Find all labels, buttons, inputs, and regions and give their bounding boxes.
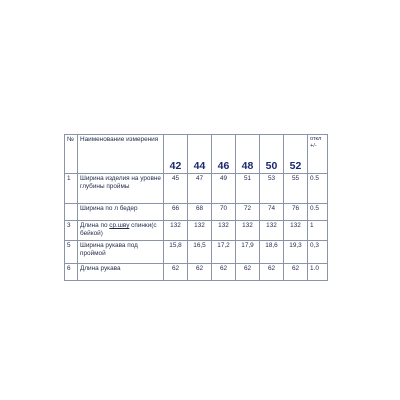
row-tolerance: 0.5 (307, 173, 328, 204)
size-table: № Наименование измерения 42 44 46 48 50 … (64, 134, 328, 281)
size-header: 42 (163, 134, 188, 174)
row-value: 45 (163, 173, 188, 204)
row-value: 16,5 (187, 240, 212, 264)
row-name: Длина по ср.шву спинки(с бейкой) (77, 220, 164, 241)
row-value: 49 (211, 173, 236, 204)
size-header: 48 (235, 134, 260, 174)
row-value: 74 (259, 203, 284, 221)
header-no: № (64, 134, 78, 174)
row-value: 132 (259, 220, 284, 241)
row-value: 132 (283, 220, 308, 241)
row-tolerance: 0,3 (307, 240, 328, 264)
row-no: 3 (64, 220, 78, 241)
table-row: 5 Ширина рукава под проймой 15,8 16,5 17… (64, 240, 328, 264)
row-tolerance: 0.5 (307, 203, 328, 221)
row-name: Ширина рукава под проймой (77, 240, 164, 264)
row-value: 132 (211, 220, 236, 241)
row-value: 76 (283, 203, 308, 221)
row-value: 17,2 (211, 240, 236, 264)
header-row: № Наименование измерения 42 44 46 48 50 … (64, 134, 328, 174)
row-value: 62 (283, 263, 308, 281)
row-name: Ширина изделия на уровне глубины проймы (77, 173, 164, 204)
row-no: 1 (64, 173, 78, 204)
row-value: 70 (211, 203, 236, 221)
row-no: 6 (64, 263, 78, 281)
size-header: 44 (187, 134, 212, 174)
row-value: 66 (163, 203, 188, 221)
size-header: 52 (283, 134, 308, 174)
row-value: 51 (235, 173, 260, 204)
table-row: 6 Длина рукава 62 62 62 62 62 62 1.0 (64, 263, 328, 281)
table-row: 1 Ширина изделия на уровне глубины пройм… (64, 173, 328, 204)
row-name-part: Длина по (80, 222, 110, 229)
row-name: Длина рукава (77, 263, 164, 281)
row-value: 68 (187, 203, 212, 221)
row-value: 62 (259, 263, 284, 281)
row-value: 72 (235, 203, 260, 221)
size-header: 50 (259, 134, 284, 174)
row-value: 53 (259, 173, 284, 204)
row-value: 132 (235, 220, 260, 241)
row-value: 47 (187, 173, 212, 204)
row-tolerance: 1.0 (307, 263, 328, 281)
row-value: 62 (163, 263, 188, 281)
row-value: 18,6 (259, 240, 284, 264)
table-row: 3 Длина по ср.шву спинки(с бейкой) 132 1… (64, 220, 328, 241)
row-name-part: спинки(с бейкой) (80, 222, 157, 237)
table-row: Ширина по л бедер 66 68 70 72 74 76 0.5 (64, 203, 328, 221)
row-value: 17,9 (235, 240, 260, 264)
row-value: 62 (211, 263, 236, 281)
header-name: Наименование измерения (77, 134, 164, 174)
row-no: 5 (64, 240, 78, 264)
row-value: 62 (187, 263, 212, 281)
row-value: 19,3 (283, 240, 308, 264)
row-value: 62 (235, 263, 260, 281)
row-name-underlined: ср.шву (109, 222, 130, 229)
row-value: 55 (283, 173, 308, 204)
row-tolerance: 1 (307, 220, 328, 241)
size-header: 46 (211, 134, 236, 174)
header-tolerance: откл +/- (307, 134, 328, 174)
row-value: 15,8 (163, 240, 188, 264)
row-name: Ширина по л бедер (77, 203, 164, 221)
row-no (64, 203, 78, 221)
row-value: 132 (163, 220, 188, 241)
row-value: 132 (187, 220, 212, 241)
